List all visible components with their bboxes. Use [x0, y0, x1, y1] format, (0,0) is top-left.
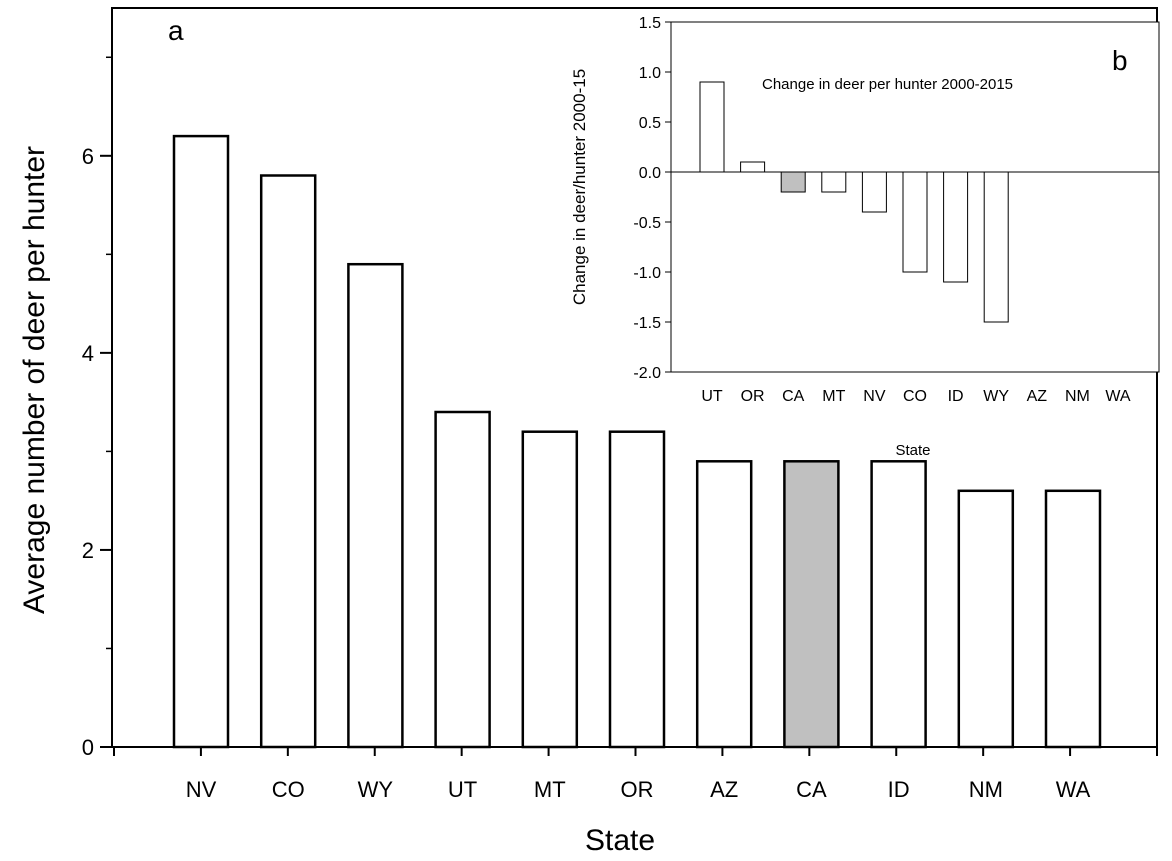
inset-x-tick-label-id: ID: [948, 388, 964, 405]
inset-y-tick-label: -2.0: [633, 365, 661, 382]
inset-x-tick-label-az: AZ: [1027, 388, 1048, 405]
main-y-ticks: 0 2 4 6: [82, 56, 112, 760]
inset-x-tick-label-ca: CA: [782, 388, 805, 405]
x-tick-label-or: OR: [621, 777, 654, 802]
inset-bar-or: [740, 161, 766, 173]
inset-x-tick-label-co: CO: [903, 388, 927, 405]
bar-nv: [172, 134, 230, 749]
y-tick-label: 6: [82, 144, 94, 169]
inset-x-axis-title: State: [895, 442, 930, 459]
inset-x-tick-label-or: OR: [741, 388, 765, 405]
inset-bar-ut: [699, 81, 725, 173]
bar-ut: [434, 410, 491, 749]
x-tick-label-nm: NM: [969, 777, 1003, 802]
inset-y-tick-label: -1.0: [633, 265, 661, 282]
inset-bar-nv: [861, 171, 887, 213]
bar-ca: [783, 460, 840, 749]
main-x-ticks: NV CO WY UT MT OR AZ CA ID NM WA: [113, 747, 1158, 802]
inset-plot-frame: [670, 21, 1160, 373]
x-tick-label-az: AZ: [710, 777, 738, 802]
inset-y-axis-title: Change in deer/hunter 2000-15: [570, 69, 589, 305]
main-x-axis-title: State: [585, 824, 655, 857]
x-tick-label-nv: NV: [186, 777, 217, 802]
inset-y-tick-label: 1.0: [639, 65, 661, 82]
y-tick-label: 2: [82, 538, 94, 563]
bar-or: [608, 430, 666, 749]
inset-bar-mt: [821, 171, 847, 193]
bar-mt: [521, 430, 579, 749]
inset-x-tick-label-ut: UT: [701, 388, 723, 405]
inset-bar-co: [902, 171, 928, 273]
main-y-axis-title: Average number of deer per hunter: [18, 146, 51, 614]
inset-x-tick-label-wa: WA: [1105, 388, 1131, 405]
y-tick-label: 0: [82, 735, 94, 760]
inset-bar-wy: [983, 171, 1009, 323]
inset-x-ticks: UT OR CA MT NV CO ID WY AZ NM WA: [701, 388, 1131, 405]
bar-az: [695, 460, 753, 749]
inset-x-tick-label-wy: WY: [983, 388, 1009, 405]
x-tick-label-ca: CA: [796, 777, 827, 802]
inset-panel-letter: b: [1112, 45, 1128, 76]
main-bars: [172, 134, 1102, 749]
inset-y-ticks: 1.5 1.0 0.5 0.0 -0.5 -1.0 -1.5 -2.0: [633, 15, 671, 382]
bar-co: [259, 174, 317, 749]
inset-x-tick-label-nv: NV: [863, 388, 886, 405]
inset-y-tick-label: 1.5: [639, 15, 661, 32]
inset-y-tick-label: -1.5: [633, 315, 661, 332]
bar-wa: [1044, 489, 1102, 749]
bar-id: [870, 460, 927, 749]
inset-y-tick-label: 0.0: [639, 165, 661, 182]
inset-title: Change in deer per hunter 2000-2015: [762, 76, 1013, 93]
x-tick-label-mt: MT: [534, 777, 566, 802]
inset-bars: [699, 81, 1009, 323]
bar-nm: [957, 489, 1015, 749]
x-tick-label-wy: WY: [358, 777, 394, 802]
main-chart: NV CO WY UT MT OR AZ CA ID NM WA 0 2 4 6 a State Aver…: [18, 7, 1158, 857]
inset-bar-id: [943, 171, 969, 283]
inset-chart: UT OR CA MT NV CO ID WY AZ NM WA 1.5 1.0 0.5 0.0 -0.5 -…: [570, 15, 1160, 459]
bar-wy: [347, 262, 404, 749]
inset-x-tick-label-mt: MT: [822, 388, 845, 405]
main-panel-letter: a: [168, 15, 184, 46]
y-tick-label: 4: [82, 341, 94, 366]
x-tick-label-wa: WA: [1056, 777, 1091, 802]
x-tick-label-co: CO: [272, 777, 305, 802]
inset-y-tick-label: -0.5: [633, 215, 661, 232]
inset-y-tick-label: 0.5: [639, 115, 661, 132]
inset-bar-ca: [780, 171, 806, 193]
x-tick-label-ut: UT: [448, 777, 477, 802]
inset-x-tick-label-nm: NM: [1065, 388, 1090, 405]
x-tick-label-id: ID: [888, 777, 910, 802]
